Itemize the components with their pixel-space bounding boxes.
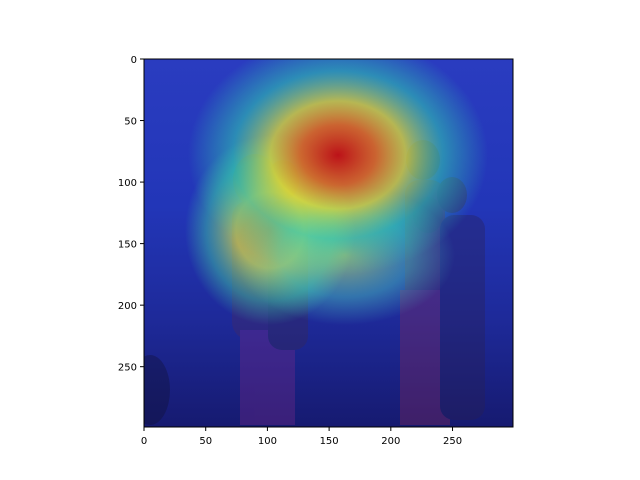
y-tick-label: 0 [131, 55, 137, 66]
x-tick-label: 100 [258, 436, 277, 447]
y-tick-label: 50 [124, 117, 137, 128]
y-tick-label: 200 [118, 301, 137, 312]
hotspot-primary [188, 59, 488, 275]
y-tick-label: 250 [118, 363, 137, 374]
y-tick-label: 150 [118, 240, 137, 251]
x-tick-label: 150 [320, 436, 339, 447]
x-tick-label: 50 [199, 436, 212, 447]
x-tick-label: 250 [443, 436, 462, 447]
x-tick-label: 0 [141, 436, 147, 447]
y-tick-label: 100 [118, 178, 137, 189]
x-tick-label: 200 [381, 436, 400, 447]
y-axis-ticks: 0 50 100 150 200 250 [118, 55, 144, 374]
axes-frame [143, 58, 514, 428]
x-axis-ticks: 0 50 100 150 200 250 [141, 427, 462, 447]
heatmap-plot-area [144, 59, 513, 427]
